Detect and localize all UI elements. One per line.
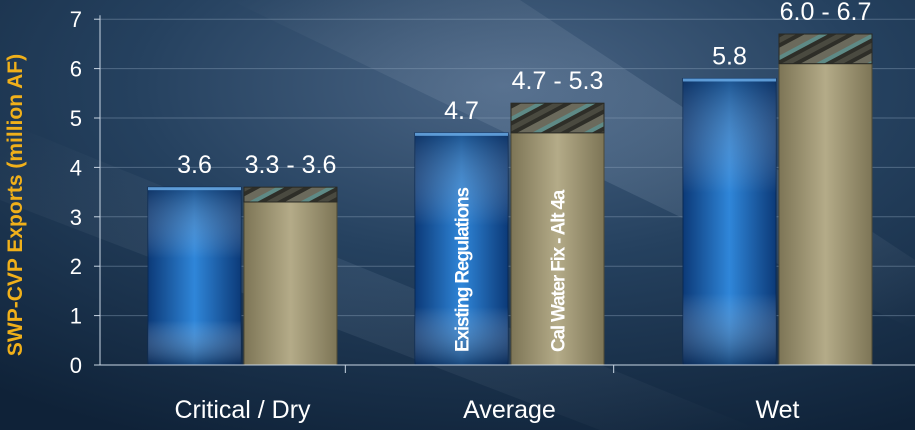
bars: Existing Regulations Cal Water Fix - Alt … [147, 33, 873, 366]
series-label-cal-water-fix: Cal Water Fix - Alt 4a [549, 189, 570, 352]
x-tick-label: Average [463, 396, 556, 424]
bar-cal-water-fix [243, 201, 338, 366]
value-label-cal-water-fix: 4.7 - 5.3 [512, 67, 604, 95]
bar-cal-water-fix-range [243, 186, 338, 203]
y-tick-label: 1 [70, 304, 82, 329]
value-label-existing: 3.6 [177, 151, 212, 179]
y-tick-label: 4 [70, 155, 82, 180]
y-tick-label: 2 [70, 254, 82, 279]
y-axis: 0 1 2 3 4 5 6 7 [70, 7, 101, 378]
bar-cal-water-fix-range [778, 33, 873, 65]
bar-existing-shading [148, 187, 241, 365]
bar-existing-top [683, 78, 776, 82]
bar-cal-water-fix [778, 63, 873, 366]
bar-existing-shading [683, 78, 776, 365]
y-tick-label: 6 [70, 57, 82, 82]
y-tick-label: 5 [70, 106, 82, 131]
y-tick-label: 3 [70, 205, 82, 230]
y-axis-label: SWP-CVP Exports (million AF) [4, 54, 27, 356]
bar-cal-water-fix-range [510, 102, 605, 134]
series-label-existing-regulations: Existing Regulations [453, 187, 474, 352]
value-label-existing: 4.7 [444, 97, 479, 125]
value-labels: 3.6 3.3 - 3.6 4.7 4.7 - 5.3 5.8 6.0 - 6.7 [177, 0, 871, 179]
value-label-cal-water-fix: 3.3 - 3.6 [245, 151, 337, 179]
x-axis: Critical / Dry Average Wet [100, 364, 915, 424]
bar-existing-top [415, 132, 508, 136]
bar-existing-top [148, 187, 241, 191]
value-label-cal-water-fix: 6.0 - 6.7 [780, 0, 872, 26]
y-tick-label: 0 [70, 353, 82, 378]
value-label-existing: 5.8 [712, 42, 747, 70]
x-tick-label: Critical / Dry [174, 396, 311, 424]
y-tick-label: 7 [70, 7, 82, 32]
x-tick-label: Wet [756, 396, 800, 424]
bar-cal-water-fix [510, 132, 605, 366]
bar-existing-shading [415, 132, 508, 365]
